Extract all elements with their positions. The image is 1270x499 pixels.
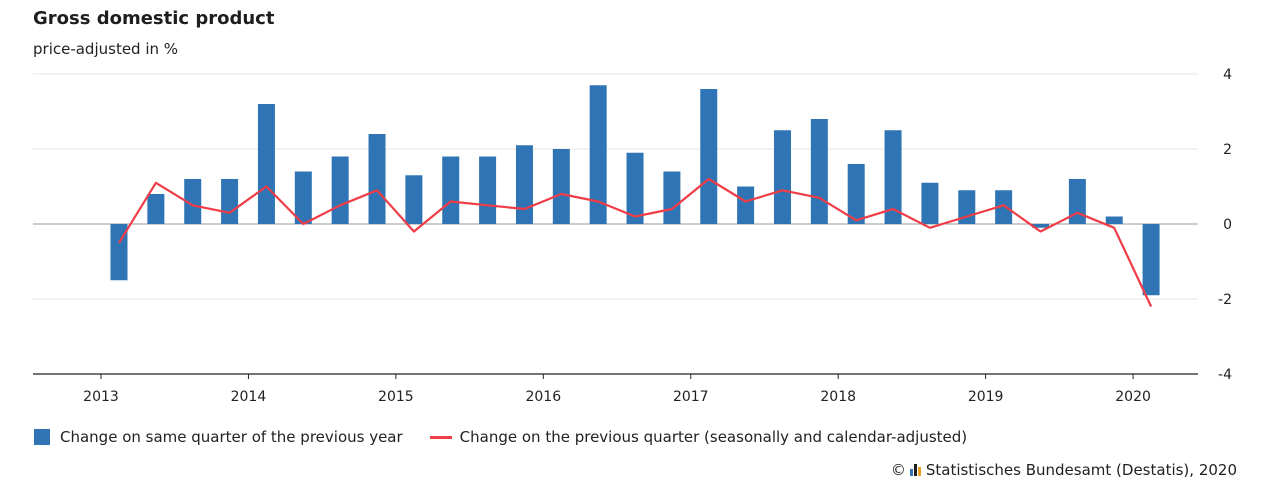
y-tick-label: -2 — [1218, 292, 1232, 308]
legend-line-swatch — [429, 435, 452, 439]
x-tick-label: 2014 — [231, 389, 267, 405]
bar[interactable] — [515, 145, 533, 224]
bar[interactable] — [184, 179, 202, 224]
bar[interactable] — [331, 156, 349, 225]
bar[interactable] — [847, 164, 865, 224]
bar[interactable] — [147, 194, 165, 224]
source-text: Statistisches Bundesamt (Destatis), 2020 — [925, 461, 1237, 479]
bar[interactable] — [1105, 216, 1123, 225]
bar[interactable] — [626, 152, 644, 224]
bar[interactable] — [1032, 224, 1049, 228]
bar[interactable] — [700, 89, 718, 224]
bar[interactable] — [737, 186, 755, 225]
source-credit: © Statistisches Bundesamt (Destatis), 20… — [891, 461, 1237, 479]
bar[interactable] — [921, 182, 939, 224]
bar[interactable] — [663, 171, 681, 225]
bar[interactable] — [110, 224, 128, 281]
x-tick-label: 2015 — [378, 389, 414, 405]
bar[interactable] — [294, 171, 312, 225]
legend-item-bars[interactable]: Change on same quarter of the previous y… — [34, 428, 403, 446]
bar[interactable] — [773, 130, 791, 224]
y-tick-label: -4 — [1218, 367, 1232, 383]
bar[interactable] — [479, 156, 497, 225]
bar[interactable] — [810, 119, 828, 224]
x-tick-label: 2019 — [968, 389, 1004, 405]
chart-title: Gross domestic product — [33, 8, 275, 29]
x-tick-label: 2013 — [83, 389, 119, 405]
destatis-logo-icon — [909, 464, 922, 476]
bar[interactable] — [1068, 179, 1086, 224]
chart-legend: Change on same quarter of the previous y… — [34, 428, 994, 446]
bar[interactable] — [368, 134, 386, 224]
bar[interactable] — [405, 175, 423, 224]
bar[interactable] — [257, 104, 275, 224]
x-tick-label: 2020 — [1115, 389, 1151, 405]
bar[interactable] — [221, 179, 239, 224]
x-tick-label: 2016 — [525, 389, 561, 405]
bar[interactable] — [884, 130, 902, 224]
quarter-change-line[interactable] — [118, 177, 1153, 307]
gdp-chart: 4 2 0 -2 -4 2013 2014 2015 2016 2017 2018 2019 2020 — [33, 67, 1232, 405]
legend-item-line[interactable]: Change on the previous quarter (seasonal… — [429, 428, 968, 446]
x-tick-label: 2017 — [673, 389, 709, 405]
bar[interactable] — [1142, 224, 1160, 296]
bar[interactable] — [995, 190, 1013, 224]
legend-bars-label: Change on same quarter of the previous y… — [60, 428, 403, 446]
copyright-symbol: © — [890, 461, 906, 479]
bar[interactable] — [442, 156, 460, 225]
bar[interactable] — [589, 85, 607, 224]
bar[interactable] — [552, 149, 570, 224]
legend-line-label: Change on the previous quarter (seasonal… — [459, 428, 968, 446]
legend-bar-swatch — [34, 429, 50, 445]
y-tick-label: 0 — [1223, 217, 1232, 233]
chart-subtitle: price-adjusted in % — [33, 40, 179, 58]
y-tick-label: 4 — [1223, 67, 1232, 83]
x-tick-label: 2018 — [820, 389, 856, 405]
y-tick-label: 2 — [1223, 142, 1232, 158]
